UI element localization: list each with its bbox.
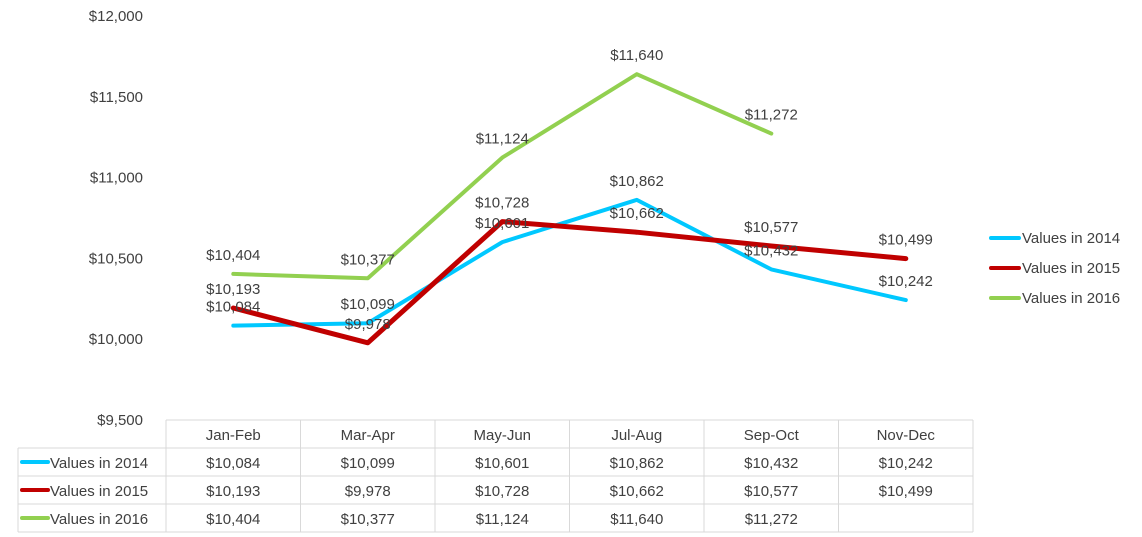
table-row-series-name: Values in 2014 — [50, 455, 148, 472]
table-cell-value: $10,662 — [610, 483, 664, 500]
data-label: $11,640 — [610, 47, 663, 64]
x-category-label: Nov-Dec — [877, 427, 936, 444]
table-cell-value: $10,728 — [475, 483, 529, 500]
data-label: $10,432 — [744, 242, 798, 259]
legend-item: Values in 2014 — [989, 230, 1120, 247]
x-category-label: Jan-Feb — [206, 427, 261, 444]
x-category-label: Jul-Aug — [611, 427, 662, 444]
y-tick-label: $11,000 — [90, 170, 143, 187]
data-label: $10,377 — [341, 251, 395, 268]
table-row: Values in 2015 $10,193 $9,978 $10,728 $10,66… — [20, 483, 933, 500]
y-tick-label: $9,500 — [97, 412, 143, 429]
table-cell-value: $10,099 — [341, 455, 395, 472]
data-label: $11,124 — [476, 131, 529, 148]
data-label: $10,577 — [744, 219, 798, 236]
legend-item: Values in 2016 — [989, 290, 1120, 307]
x-category-label: Sep-Oct — [744, 427, 800, 444]
data-label: $10,404 — [206, 247, 260, 264]
data-label: $10,601 — [475, 215, 529, 232]
data-label: $9,978 — [345, 316, 391, 333]
y-tick-label: $10,000 — [89, 331, 143, 348]
y-tick-label: $12,000 — [89, 8, 143, 25]
data-label: $10,662 — [610, 205, 664, 222]
table-cell-value: $10,432 — [744, 455, 798, 472]
data-label: $10,084 — [206, 299, 260, 316]
table-cell-value: $11,124 — [476, 511, 529, 528]
plot-lines — [230, 72, 909, 346]
table-row: Values in 2016 $10,404 $10,377 $11,124 $11,6… — [20, 511, 798, 528]
table-cell-value: $10,404 — [206, 511, 260, 528]
table-cell-value: $10,577 — [744, 483, 798, 500]
table-row-series-name: Values in 2015 — [50, 483, 148, 500]
legend-label: Values in 2015 — [1022, 260, 1120, 277]
legend-label: Values in 2016 — [1022, 290, 1120, 307]
data-labels: $10,084 $10,099 $10,601 $10,862 $10,432 $10,2… — [206, 47, 933, 333]
y-tick-label: $10,500 — [89, 250, 143, 267]
table-row-series-name: Values in 2016 — [50, 511, 148, 528]
series-line — [231, 197, 908, 328]
data-label: $10,242 — [879, 273, 933, 290]
x-category-label: May-Jun — [473, 427, 531, 444]
table-cell-value: $11,640 — [610, 511, 663, 528]
series-line — [230, 219, 909, 346]
data-label: $10,193 — [206, 281, 260, 298]
legend: Values in 2014 Values in 2015 Values in 20… — [989, 230, 1120, 307]
y-axis: $9,500 $10,000 $10,500 $11,000 $11,500 $12,00… — [89, 8, 143, 429]
y-tick-label: $11,500 — [90, 89, 143, 106]
table-cell-value: $10,862 — [610, 455, 664, 472]
data-table-rows: Values in 2014 $10,084 $10,099 $10,601 $10,8… — [20, 455, 933, 528]
table-cell-value: $11,272 — [745, 511, 798, 528]
table-cell-value: $10,242 — [879, 455, 933, 472]
x-category-label: Mar-Apr — [341, 427, 395, 444]
legend-item: Values in 2015 — [989, 260, 1120, 277]
data-label: $10,499 — [879, 232, 933, 249]
legend-label: Values in 2014 — [1022, 230, 1120, 247]
data-table-grid — [17, 419, 974, 533]
table-cell-value: $10,601 — [475, 455, 529, 472]
data-table-headers: Jan-Feb Mar-Apr May-Jun Jul-Aug Sep-Oct Nov-D… — [206, 427, 936, 444]
data-label: $11,272 — [745, 107, 798, 124]
table-row: Values in 2014 $10,084 $10,099 $10,601 $10,8… — [20, 455, 933, 472]
table-cell-value: $9,978 — [345, 483, 391, 500]
table-cell-value: $10,193 — [206, 483, 260, 500]
table-cell-value: $10,499 — [879, 483, 933, 500]
series-line — [231, 72, 774, 281]
data-label: $10,099 — [341, 296, 395, 313]
table-cell-value: $10,084 — [206, 455, 260, 472]
table-cell-value: $10,377 — [341, 511, 395, 528]
data-label: $10,728 — [475, 195, 529, 212]
data-label: $10,862 — [610, 173, 664, 190]
